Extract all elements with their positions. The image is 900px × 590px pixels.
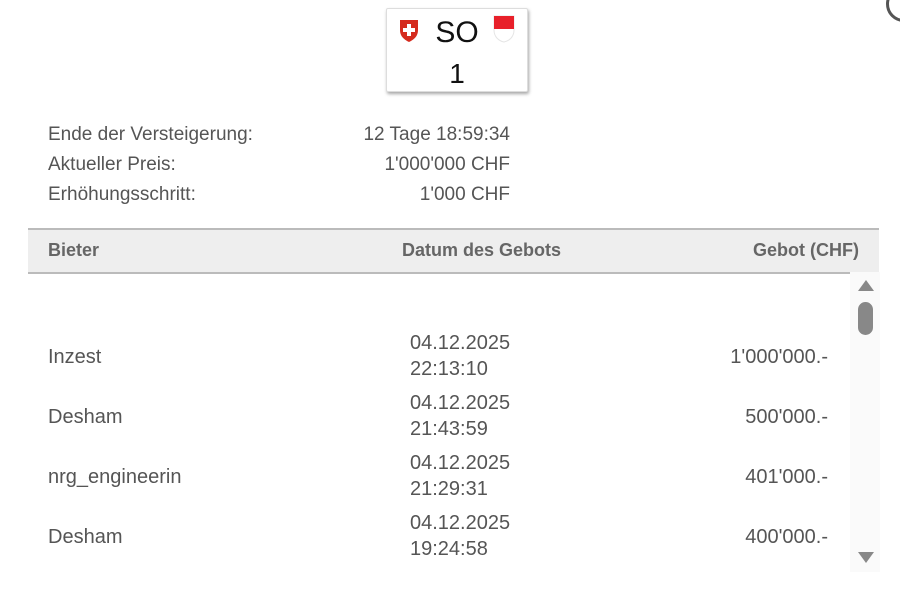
date: 04.12.2025 (410, 392, 511, 414)
end-value: 12 Tage 18:59:34 (363, 124, 510, 145)
price-label: Aktueller Preis: (48, 154, 176, 175)
swiss-shield-icon (400, 20, 418, 42)
table-row: Desham 04.12.2025 19:24:58 400'000.- (28, 508, 850, 568)
bid-date: 04.12.2025 21:43:59 (410, 390, 510, 442)
end-label: Ende der Versteigerung: (48, 124, 253, 145)
bidder: Inzest (48, 346, 102, 368)
table-row: Inzest 04.12.2025 22:13:10 1'000'000.- (28, 328, 850, 388)
bidder: nrg_engineerin (48, 466, 182, 488)
time: 19:24:58 (410, 538, 488, 560)
step-value: 1'000 CHF (419, 184, 510, 205)
header-date: Datum des Gebots (402, 240, 562, 260)
date: 04.12.2025 (410, 512, 511, 534)
circle-decoration (886, 0, 900, 22)
bids-table: Inzest 04.12.2025 22:13:10 1'000'000.- De… (28, 272, 850, 572)
solothurn-shield-icon (493, 15, 515, 43)
bidder: Desham (48, 406, 123, 428)
bidder: Desham (48, 526, 123, 548)
bid-date: 04.12.2025 19:24:58 (410, 510, 510, 562)
scrollbar[interactable] (850, 272, 880, 572)
step-label: Erhöhungsschritt: (48, 184, 196, 205)
bid-amount: 1'000'000.- (730, 346, 828, 368)
bid-amount: 400'000.- (745, 526, 828, 548)
bid-date: 04.12.2025 22:13:10 (410, 330, 510, 382)
header-bid: Gebot (CHF) (753, 240, 859, 260)
bid-amount: 401'000.- (745, 466, 828, 488)
header-bidder: Bieter (48, 240, 100, 260)
time: 21:29:31 (410, 478, 488, 500)
scroll-up-arrow-icon[interactable] (858, 280, 874, 291)
date: 04.12.2025 (410, 332, 511, 354)
table-header: Bieter Datum des Gebots Gebot (CHF) (28, 228, 879, 274)
price-value: 1'000'000 CHF (384, 154, 510, 175)
table-row: nrg_engineerin 04.12.2025 21:29:31 401'00… (28, 448, 850, 508)
time: 21:43:59 (410, 418, 488, 440)
plate-number: 1 (449, 58, 465, 89)
plate-canton: SO (435, 16, 479, 49)
scrollbar-thumb[interactable] (858, 302, 873, 335)
table-row: Desham 04.12.2025 21:43:59 500'000.- (28, 388, 850, 448)
scroll-down-arrow-icon[interactable] (858, 552, 874, 563)
license-plate: SO 1 (386, 8, 528, 92)
bid-date: 04.12.2025 21:29:31 (410, 450, 510, 502)
time: 22:13:10 (410, 358, 488, 380)
bid-amount: 500'000.- (745, 406, 828, 428)
date: 04.12.2025 (410, 452, 511, 474)
